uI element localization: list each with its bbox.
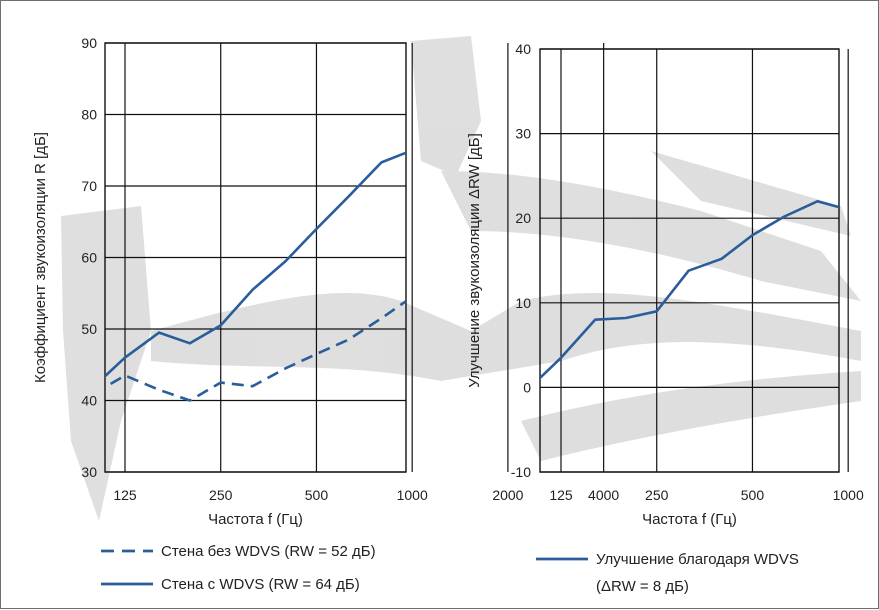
series-line-solid [105,151,406,378]
x-tick-label: 1000 [397,487,428,503]
legend-label: Стена с WDVS (RW = 64 дБ) [161,576,360,593]
series-line-solid [540,200,839,380]
y-tick-label: 30 [515,126,531,142]
legends: Стена без WDVS (RW = 52 дБ) Стена с WDVS … [101,543,799,595]
y-tick-label: 50 [81,321,97,337]
legend-label-line2: (ΔRW = 8 дБ) [596,578,689,595]
x-tick-label: 4000 [588,487,619,503]
chart-left-sound-insulation: 30 40 50 60 70 80 90 125 250 500 1000 2000 4000 Часто… [32,35,619,528]
legend-label: Улучшение благодаря WDVS [596,551,799,568]
y-tick-label: 30 [81,464,97,480]
background-brush-shapes [61,36,861,521]
chart-right-improvement: -10 0 10 20 30 40 125 250 500 1000 2000 4000 Частота… [466,41,864,528]
x-tick-label: 2000 [492,487,523,503]
plot-border [539,48,840,473]
y-tick-label: 40 [515,41,531,57]
y-tick-label: 0 [523,379,531,395]
y-tick-label: 90 [81,35,97,51]
y-tick-label: 40 [81,393,97,409]
plot-border [104,42,407,473]
x-tick-label: 250 [645,487,669,503]
x-tick-label: 250 [209,487,233,503]
x-tick-label: 500 [741,487,765,503]
series-line-dashed [105,299,406,402]
x-tick-label: 125 [113,487,137,503]
y-tick-label: 70 [81,178,97,194]
y-axis-title: Улучшение звукоизоляции ΔRW [дБ] [466,133,483,388]
x-tick-label: 1000 [833,487,864,503]
x-tick-label: 125 [549,487,573,503]
x-axis-title: Частота f (Гц) [642,511,737,528]
y-tick-label: 80 [81,107,97,123]
y-tick-label: 60 [81,250,97,266]
y-tick-label: 10 [515,295,531,311]
y-axis-title: Коэффициент звукоизоляции R [дБ] [32,132,49,383]
legend-label: Стена без WDVS (RW = 52 дБ) [161,543,376,560]
y-tick-label: -10 [511,464,531,480]
y-tick-label: 20 [515,210,531,226]
x-axis-title: Частота f (Гц) [208,511,303,528]
x-tick-label: 500 [305,487,329,503]
